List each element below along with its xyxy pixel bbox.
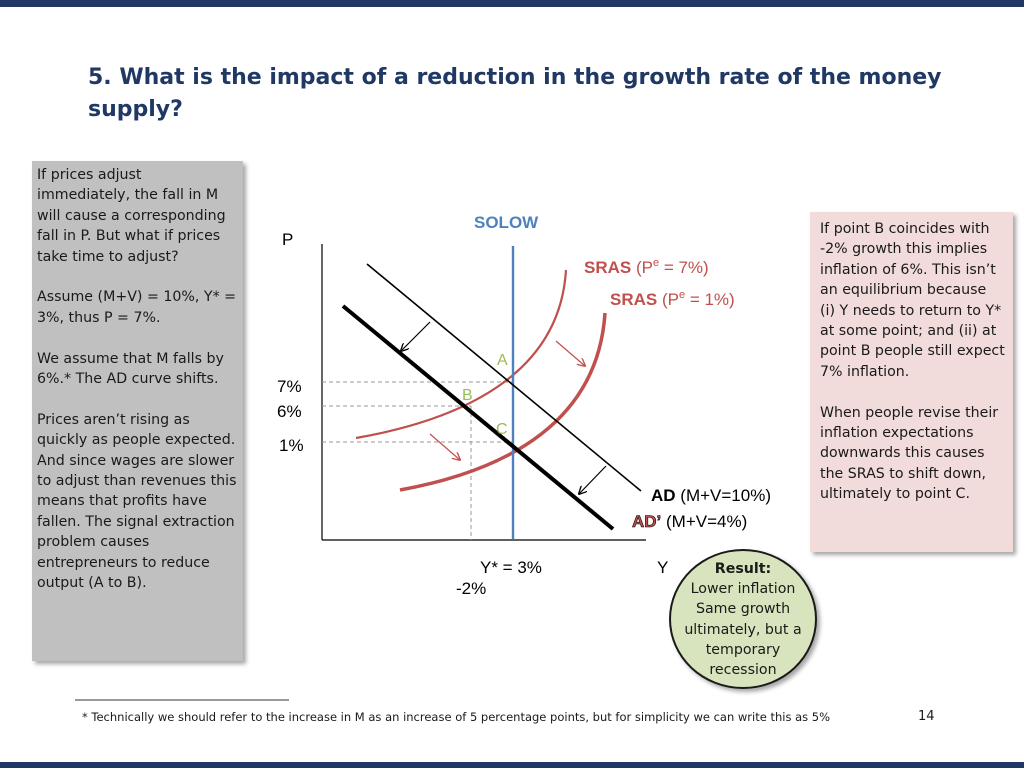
left-paragraph-2: Assume (M+V) = 10%, Y* = 3%, thus P = 7%… [37,289,237,326]
ad-curve [366,263,642,492]
ad-prime-name: AD’ [632,512,661,531]
left-paragraph-1: If prices adjust immediately, the fall i… [37,167,226,265]
footnote-divider [75,699,289,701]
output-tick-minus2: -2% [456,579,486,598]
price-tick-1: 1% [279,436,304,455]
sras-low-curve [399,312,607,492]
sras-high-name: SRAS [584,258,631,277]
result-heading: Result: [714,561,772,577]
slide-title: 5. What is the impact of a reduction in … [88,65,942,122]
sras-high-label: SRAS (Pe = 7%) [584,257,709,277]
sras-low-close: = 1%) [685,290,735,309]
point-a-label: A [497,352,508,369]
sras-high-close: = 7%) [659,258,709,277]
right-explanation-box: If point B coincides with -2% growth thi… [810,212,1013,552]
ad-label: AD (M+V=10%) [651,486,771,505]
y-axis-label: P [282,230,293,249]
sras-low-open: (P [657,290,679,309]
result-line-5: recession [709,662,777,679]
price-tick-7: 7% [277,377,302,396]
right-paragraph-2: When people revise their inflation expec… [820,404,999,503]
page-number: 14 [918,709,935,724]
sras-high-curve [355,269,568,440]
point-b-label: B [462,387,473,404]
output-tick-ystar: Y* = 3% [480,558,542,577]
bottom-bar [0,762,1024,768]
left-explanation-box: If prices adjust immediately, the fall i… [32,161,243,661]
left-paragraph-3: We assume that M falls by 6%.* The AD cu… [37,350,224,388]
solow-label: SOLOW [474,213,539,232]
result-bubble: Result: Lower inflation Same growth ulti… [669,549,817,689]
result-line-2: Same growth [695,601,791,618]
ad-prime-label: AD’ (M+V=4%) [632,512,747,531]
ad-shift-arrow-upper [401,321,431,351]
ad-shift-arrow-lower [579,465,607,494]
ad-name: AD [651,486,676,505]
sras-high-open: (P [631,258,653,277]
result-line-1: Lower inflation [690,581,796,598]
sras-low-sup: e [679,289,685,301]
top-bar [0,0,1024,7]
x-axis-label: Y [657,558,668,577]
left-paragraph-4: Prices aren’t rising as quickly as peopl… [37,411,237,592]
sras-shift-arrow-lower [429,433,460,460]
right-paragraph-1: If point B coincides with -2% growth thi… [820,221,1005,380]
sras-high-sup: e [653,257,659,269]
ad-prime-detail: (M+V=4%) [661,512,747,531]
price-tick-6: 6% [277,402,302,421]
sras-low-label: SRAS (Pe = 1%) [610,289,735,309]
sras-low-name: SRAS [610,290,657,309]
ad-detail: (M+V=10%) [676,486,771,505]
ad-prime-curve [341,304,615,531]
result-line-3: ultimately, but a [684,621,802,638]
footnote: * Technically we should refer to the inc… [82,710,831,724]
point-c-label: C [496,421,508,438]
result-line-4: temporary [705,641,781,658]
sras-shift-arrow-upper [555,340,585,366]
